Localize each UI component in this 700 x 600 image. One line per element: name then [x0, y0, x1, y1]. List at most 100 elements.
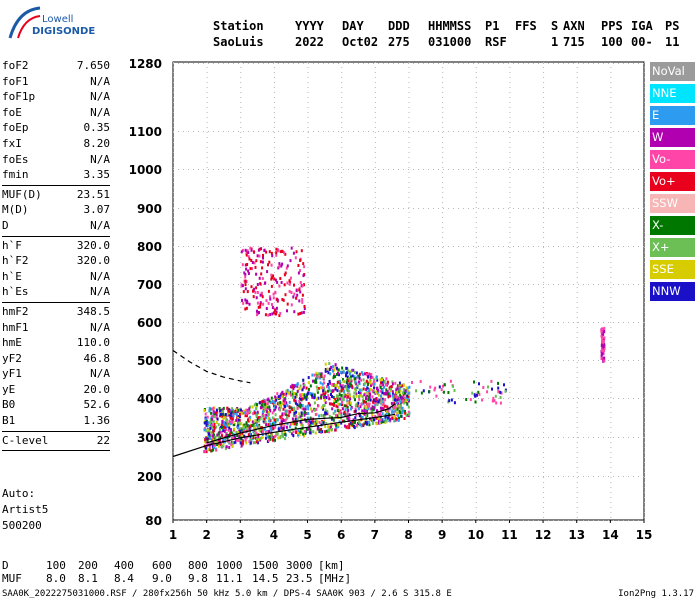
echo-point	[406, 386, 409, 390]
echo-point	[362, 401, 365, 405]
echo-point	[296, 406, 299, 410]
echo-point	[215, 411, 218, 415]
echo-point	[263, 420, 266, 424]
echo-point	[385, 383, 387, 387]
echo-point	[317, 372, 320, 376]
echo-point	[232, 441, 235, 445]
echo-point	[402, 407, 404, 410]
echo-point	[221, 415, 224, 419]
echo-point	[337, 371, 339, 375]
echo-point	[366, 396, 369, 400]
echo-point	[249, 246, 252, 250]
echo-point	[208, 434, 211, 437]
muf-cell: [MHz]	[318, 572, 352, 585]
echo-point	[602, 349, 605, 353]
echo-point	[212, 407, 214, 411]
echo-point	[396, 387, 399, 391]
echo-point	[361, 409, 364, 413]
echo-point	[244, 411, 247, 415]
echo-point	[298, 412, 301, 416]
echo-point	[213, 443, 216, 447]
echo-point	[358, 391, 360, 394]
echo-point	[499, 390, 502, 394]
echo-point	[232, 423, 235, 427]
echo-point	[258, 311, 260, 314]
echo-point	[364, 420, 367, 424]
echo-point	[331, 428, 333, 431]
echo-point	[218, 438, 221, 442]
echo-point	[248, 425, 251, 429]
echo-point	[240, 427, 243, 430]
echo-point	[601, 341, 604, 345]
echo-point	[212, 441, 214, 445]
echo-point	[368, 395, 371, 399]
echo-point	[238, 427, 241, 431]
echo-point	[355, 388, 358, 392]
echo-point	[263, 401, 266, 404]
echo-point	[212, 406, 215, 410]
echo-point	[244, 437, 247, 441]
param-row: foEp 0.35	[2, 120, 110, 136]
echo-point	[329, 425, 332, 429]
echo-point	[601, 345, 604, 349]
echo-point	[213, 406, 216, 410]
echo-point	[397, 402, 399, 406]
echo-point	[322, 392, 325, 396]
echo-point	[241, 248, 244, 252]
echo-point	[261, 412, 264, 416]
echo-point	[206, 437, 209, 441]
echo-point	[288, 390, 290, 394]
echo-point	[249, 437, 252, 441]
echo-point	[253, 411, 256, 415]
echo-point	[341, 401, 344, 405]
echo-point	[315, 380, 318, 384]
echo-point	[307, 407, 310, 411]
echo-point	[376, 402, 379, 406]
echo-point	[372, 390, 375, 394]
echo-point	[254, 436, 257, 440]
echo-point	[284, 432, 287, 436]
echo-point	[320, 375, 323, 378]
echo-point	[266, 410, 268, 414]
echo-point	[278, 408, 281, 412]
echo-point	[309, 403, 311, 407]
echo-point	[324, 368, 327, 371]
echo-point	[239, 438, 242, 442]
echo-point	[228, 408, 231, 412]
echo-point	[331, 383, 334, 386]
header-value-4: 031000	[428, 35, 472, 49]
echo-point	[325, 385, 328, 389]
echo-point	[337, 416, 340, 419]
echo-point	[212, 437, 214, 441]
echo-point	[284, 418, 287, 422]
echo-point	[447, 400, 450, 404]
echo-point	[363, 408, 366, 412]
echo-point	[225, 424, 228, 428]
echo-point	[266, 402, 269, 406]
echo-point	[310, 407, 313, 411]
echo-point	[234, 440, 237, 444]
echo-point	[311, 421, 314, 425]
x-tick-label: 3	[236, 528, 244, 542]
echo-point	[327, 430, 330, 434]
echo-point	[252, 423, 255, 427]
echo-point	[205, 440, 208, 444]
echo-point	[279, 408, 282, 412]
echo-point	[401, 391, 404, 395]
echo-point	[346, 378, 349, 382]
echo-point	[378, 420, 380, 423]
echo-point	[600, 328, 603, 332]
echo-point	[286, 388, 289, 392]
legend-item: NNW	[650, 282, 695, 301]
echo-point	[261, 295, 264, 299]
echo-point	[357, 401, 360, 405]
echo-point	[375, 422, 378, 426]
echo-point	[238, 410, 241, 414]
echo-point	[366, 386, 368, 390]
echo-point	[294, 395, 297, 399]
echo-point	[330, 416, 333, 420]
echo-point	[214, 440, 217, 444]
echo-point	[602, 327, 605, 331]
echo-point	[602, 333, 605, 337]
echo-point	[242, 290, 245, 294]
